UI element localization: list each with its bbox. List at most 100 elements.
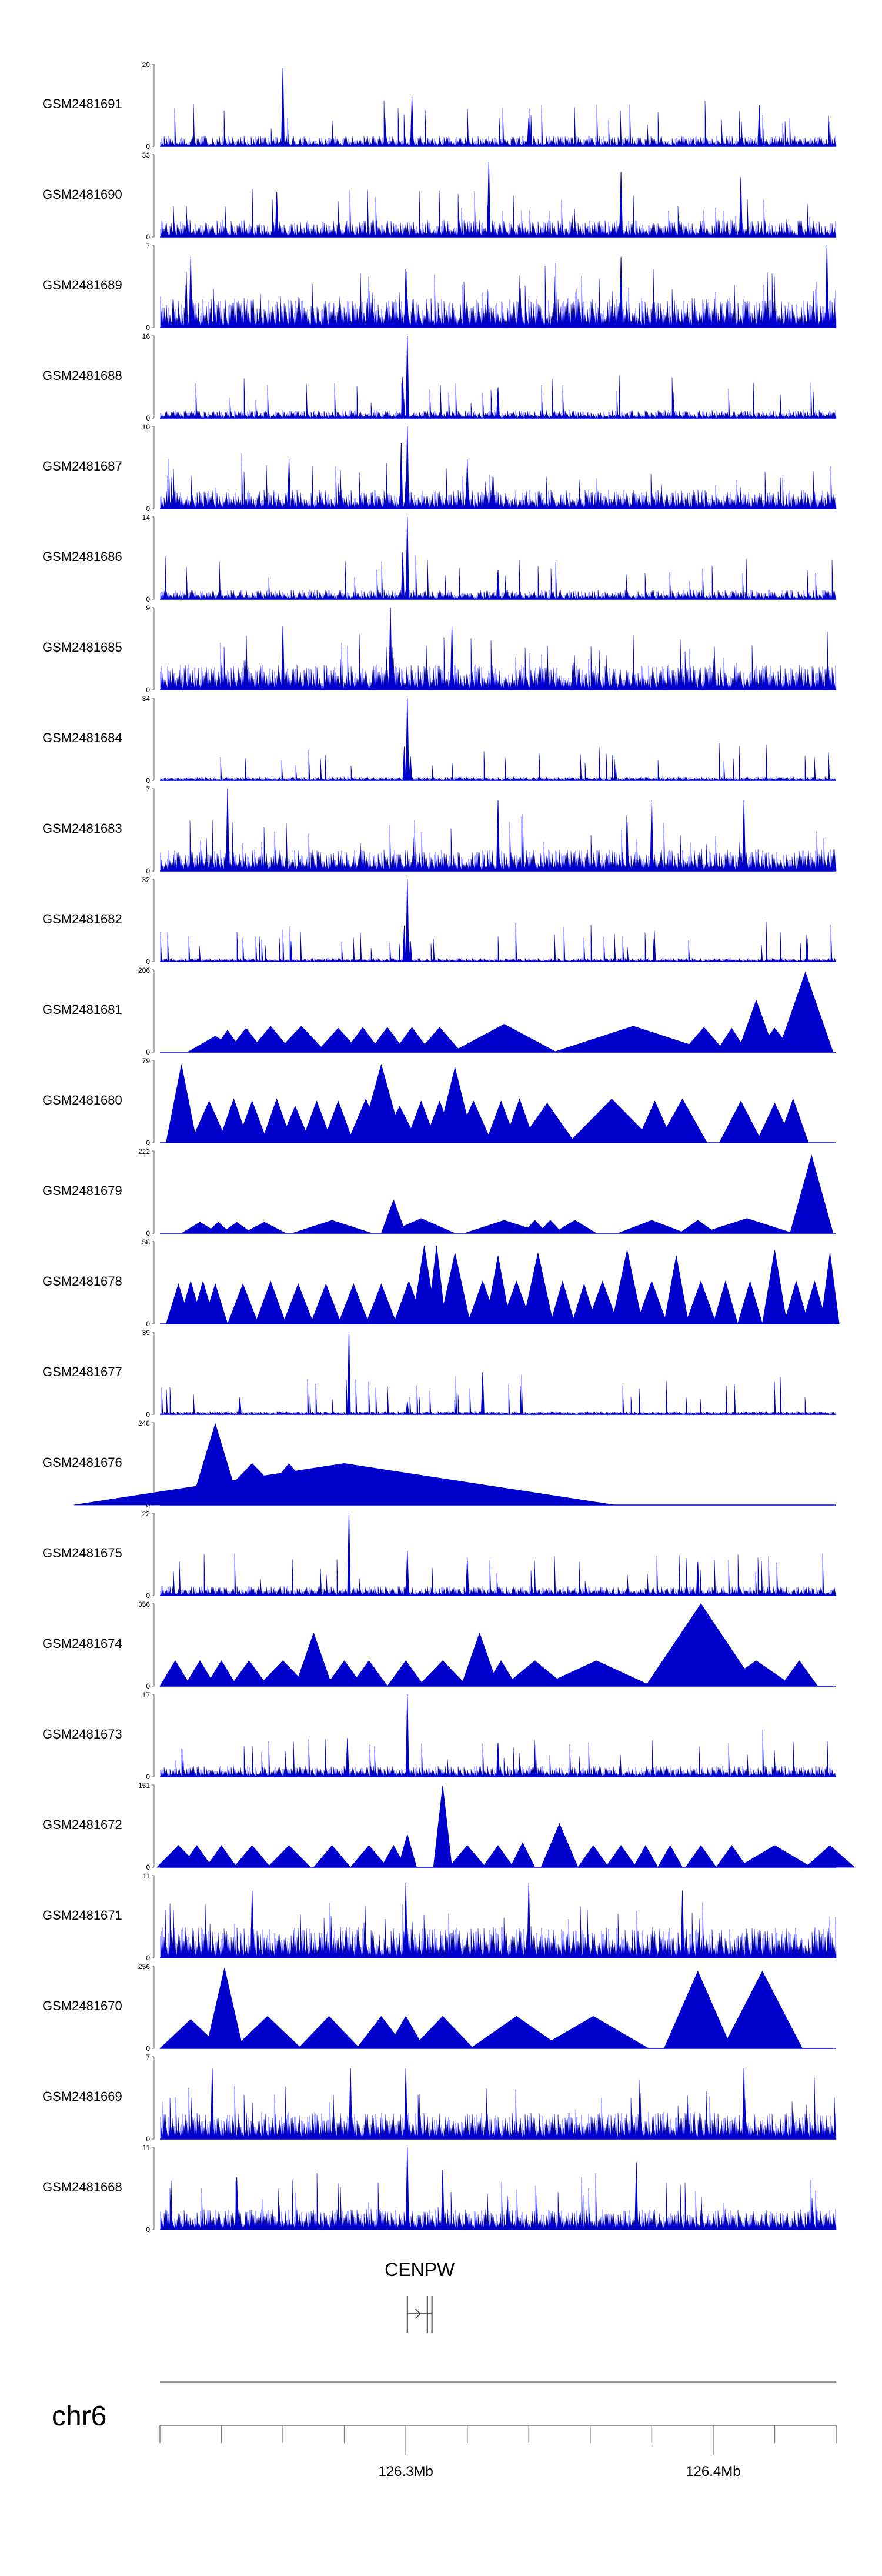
track-GSM2481688: GSM2481688 16 0 (42, 332, 837, 422)
y-axis-max-label: 17 (142, 1691, 151, 1699)
track-label: GSM2481668 (42, 2180, 122, 2194)
signal-area (160, 743, 837, 782)
track-label: GSM2481684 (42, 730, 122, 745)
y-axis-min-label: 0 (146, 1773, 150, 1781)
track-GSM2481671: GSM2481671 11 0 (42, 1872, 837, 1962)
y-axis-min-label: 0 (146, 776, 150, 785)
track-label: GSM2481678 (42, 1274, 122, 1289)
signal-area (160, 262, 837, 328)
y-axis-max-label: 33 (142, 151, 151, 159)
y-axis-min-label: 0 (146, 1410, 150, 1419)
axis-tick-label: 126.3Mb (378, 2464, 433, 2480)
y-axis-max-label: 9 (146, 604, 150, 612)
y-axis-min-label: 0 (146, 1863, 150, 1871)
y-axis-max-label: 11 (143, 2144, 151, 2152)
y-axis-min-label: 0 (146, 2044, 150, 2053)
y-axis-min-label: 0 (146, 686, 150, 694)
signal-tracks: GSM2481691200GSM2481690330GSM248168970GS… (42, 61, 856, 2234)
axis-tick-label: 126.4Mb (686, 2464, 740, 2480)
track-GSM2481680: GSM2481680 79 0 (42, 1057, 836, 1147)
y-axis-max-label: 16 (142, 332, 151, 341)
signal-area (160, 922, 837, 963)
y-axis-min-label: 0 (146, 867, 150, 875)
gene-track: CENPW (385, 2259, 455, 2333)
track-GSM2481678: GSM2481678 58 0 (42, 1238, 840, 1328)
y-axis-max-label: 222 (138, 1147, 150, 1156)
signal-area (160, 631, 837, 690)
y-axis-min-label: 0 (146, 505, 150, 513)
y-axis-min-label: 0 (146, 1139, 150, 1147)
track-GSM2481674: GSM2481674 356 0 (42, 1600, 836, 1690)
track-label: GSM2481670 (42, 1998, 122, 2013)
y-axis-min-label: 0 (146, 323, 150, 332)
track-GSM2481673: GSM2481673 17 0 (42, 1691, 837, 1781)
y-axis-max-label: 356 (138, 1600, 150, 1609)
y-axis-max-label: 7 (146, 785, 150, 793)
genome-axis: chr6 126.3Mb 126.4Mb (52, 2381, 837, 2480)
y-axis-max-label: 256 (138, 1963, 150, 1971)
track-label: GSM2481688 (42, 368, 122, 383)
y-axis-max-label: 11 (143, 1872, 151, 1880)
track-GSM2481689: GSM2481689 7 0 (42, 242, 837, 332)
y-axis-max-label: 7 (146, 2053, 150, 2061)
track-label: GSM2481689 (42, 278, 122, 292)
track-label: GSM2481687 (42, 459, 122, 473)
track-GSM2481670: GSM2481670 256 0 (42, 1963, 836, 2053)
gene-model (406, 2296, 433, 2333)
gene-strand-arrow (415, 2308, 421, 2319)
track-GSM2481685: GSM2481685 9 0 (42, 604, 837, 694)
track-GSM2481672: GSM2481672 151 0 (42, 1781, 856, 1871)
track-label: GSM2481683 (42, 821, 122, 836)
y-axis-min-label: 0 (146, 2135, 150, 2143)
gene-label: CENPW (385, 2259, 455, 2280)
signal-area (160, 1553, 837, 1597)
signal-area (160, 453, 837, 509)
y-axis-min-label: 0 (146, 595, 150, 603)
track-label: GSM2481677 (42, 1364, 122, 1379)
y-axis-min-label: 0 (146, 1320, 150, 1328)
y-axis-max-label: 22 (142, 1510, 151, 1518)
track-label: GSM2481690 (42, 187, 122, 202)
track-GSM2481669: GSM2481669 7 0 (42, 2053, 837, 2143)
y-axis-min-label: 0 (146, 957, 150, 966)
track-label: GSM2481681 (42, 1002, 122, 1017)
track-GSM2481690: GSM2481690 33 0 (42, 151, 837, 241)
track-GSM2481676: GSM24816762480 (42, 1419, 836, 1509)
y-axis-max-label: 206 (138, 966, 150, 975)
signal-area (160, 2077, 837, 2140)
track-GSM2481668: GSM2481668 11 0 (42, 2144, 837, 2234)
y-axis-min-label: 0 (146, 233, 150, 241)
y-axis-max-label: 248 (138, 1419, 150, 1427)
y-axis-max-label: 39 (142, 1329, 151, 1337)
y-axis-min-label: 0 (146, 414, 150, 422)
y-axis-min-label: 0 (146, 1048, 150, 1056)
y-axis-max-label: 34 (142, 695, 151, 703)
chromosome-label: chr6 (52, 2401, 106, 2432)
signal-area (160, 2173, 837, 2230)
track-label: GSM2481674 (42, 1636, 122, 1651)
track-label: GSM2481675 (42, 1546, 122, 1560)
track-label: GSM2481691 (42, 96, 122, 111)
track-GSM2481675: GSM2481675 22 0 (42, 1510, 837, 1600)
y-axis-min-label: 0 (146, 2225, 150, 2234)
y-axis-max-label: 79 (142, 1057, 151, 1065)
y-axis-max-label: 7 (146, 242, 150, 250)
track-GSM2481677: GSM2481677 39 0 (42, 1329, 837, 1419)
track-GSM2481686: GSM2481686 14 0 (42, 513, 837, 603)
track-label: GSM2481672 (42, 1817, 122, 1832)
track-label: GSM2481669 (42, 2089, 122, 2104)
y-axis-max-label: 58 (142, 1238, 151, 1246)
signal-area (160, 188, 837, 238)
signal-area (160, 1374, 837, 1416)
track-GSM2481683: GSM2481683 7 0 (42, 785, 837, 875)
y-axis-max-label: 32 (142, 876, 151, 884)
track-label: GSM2481685 (42, 640, 122, 655)
y-axis-max-label: 10 (142, 423, 151, 431)
signal-area (160, 100, 837, 147)
track-label: GSM2481671 (42, 1908, 122, 1923)
track-label: GSM2481686 (42, 549, 122, 564)
y-axis-max-label: 151 (138, 1781, 150, 1790)
track-GSM2481691: GSM2481691 20 0 (42, 61, 837, 151)
y-axis-min-label: 0 (146, 1682, 150, 1690)
